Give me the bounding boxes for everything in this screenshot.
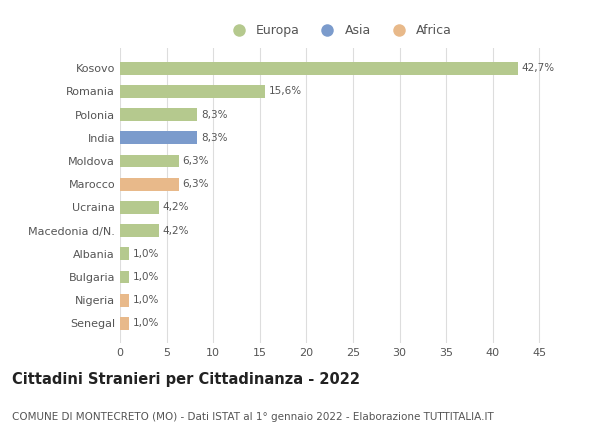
Bar (120, 178, 179, 191)
Text: Cittadini Stranieri per Cittadinanza - 2022: Cittadini Stranieri per Cittadinanza - 2… (12, 372, 360, 387)
Bar (120, 154, 179, 167)
Bar (120, 294, 130, 307)
Text: 8,3%: 8,3% (201, 133, 227, 143)
Text: 4,2%: 4,2% (163, 226, 190, 235)
Text: 1,0%: 1,0% (133, 272, 160, 282)
Bar (120, 85, 265, 98)
Bar (120, 132, 197, 144)
Bar (120, 224, 159, 237)
Text: 6,3%: 6,3% (182, 179, 209, 189)
Text: 1,0%: 1,0% (133, 249, 160, 259)
Text: 1,0%: 1,0% (133, 295, 160, 305)
Text: 4,2%: 4,2% (163, 202, 190, 213)
Legend: Europa, Asia, Africa: Europa, Asia, Africa (221, 19, 457, 42)
Text: 1,0%: 1,0% (133, 319, 160, 328)
Bar (120, 247, 130, 260)
Text: 6,3%: 6,3% (182, 156, 209, 166)
Bar (120, 271, 130, 283)
Bar (120, 62, 518, 74)
Bar (120, 201, 159, 214)
Bar (120, 317, 130, 330)
Text: 42,7%: 42,7% (521, 63, 555, 73)
Text: 15,6%: 15,6% (269, 86, 302, 96)
Bar (120, 108, 197, 121)
Text: COMUNE DI MONTECRETO (MO) - Dati ISTAT al 1° gennaio 2022 - Elaborazione TUTTITA: COMUNE DI MONTECRETO (MO) - Dati ISTAT a… (12, 412, 494, 422)
Text: 8,3%: 8,3% (201, 110, 227, 120)
